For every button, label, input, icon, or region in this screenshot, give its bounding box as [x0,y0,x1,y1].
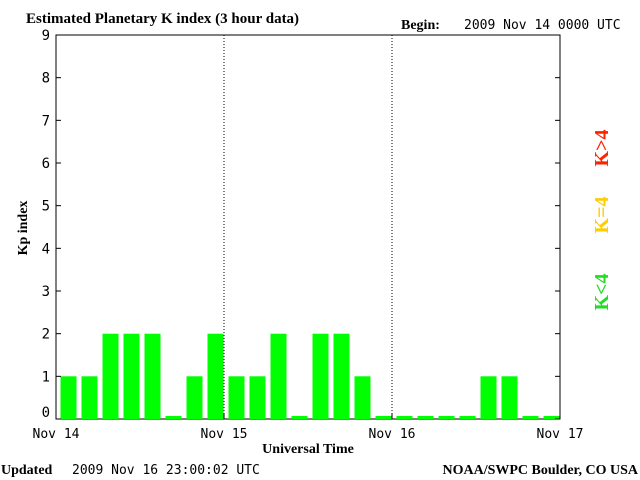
y-tick-label: 9 [42,28,50,44]
kp-bar [144,333,161,419]
x-tick-label: Nov 16 [369,427,416,442]
kp-bar [102,333,119,419]
y-axis: 0 1 2 3 4 5 6 7 8 9 [42,28,560,421]
plot-frame [55,34,561,420]
kp-bar [228,376,245,419]
kp-bar [186,376,203,419]
kp-bar [522,416,539,419]
legend-k-greater-4: K>4 [591,130,613,167]
y-tick-label: 4 [42,241,50,257]
y-tick-label: 3 [42,284,50,300]
chart-title: Estimated Planetary K index (3 hour data… [26,11,299,27]
kp-bar [270,333,287,419]
x-axis: Nov 14 Nov 15 Nov 16 Nov 17 [33,414,584,442]
kp-bar [207,333,224,419]
x-axis-label: Universal Time [262,442,354,457]
kp-bar [501,376,518,419]
kp-bar [81,376,98,419]
updated-value: 2009 Nov 16 23:00:02 UTC [72,463,260,478]
legend-k-less-4: K<4 [591,274,613,311]
kp-bar [375,416,392,419]
x-tick-label: Nov 17 [537,427,584,442]
begin-value: 2009 Nov 14 0000 UTC [464,18,621,33]
kp-bar [396,416,413,419]
kp-bar [543,416,560,419]
y-tick-label: 0 [42,405,50,421]
kp-bar [354,376,371,419]
x-tick-label: Nov 15 [201,427,248,442]
y-tick-label: 1 [42,369,50,385]
begin-label: Begin: [401,18,440,33]
kp-bar [249,376,266,419]
y-tick-label: 2 [42,327,50,343]
kp-bar [333,333,350,419]
x-tick-label: Nov 14 [33,427,80,442]
bars-group [60,333,560,419]
updated-label: Updated [1,463,53,478]
source-credit: NOAA/SWPC Boulder, CO USA [442,463,638,478]
y-tick-label: 8 [42,71,50,87]
kp-bar [312,333,329,419]
y-tick-label: 7 [42,113,50,129]
kp-bar [123,333,140,419]
legend-k-equal-4: K=4 [591,197,613,234]
kp-bar [417,416,434,419]
kp-bar [438,416,455,419]
kp-bar [291,416,308,419]
y-tick-label: 6 [42,156,50,172]
kp-bar [459,416,476,419]
kp-bar [480,376,497,419]
y-tick-label: 5 [42,199,50,215]
y-axis-label: Kp index [16,201,31,256]
kp-bar [165,416,182,419]
kp-bar [60,376,77,419]
